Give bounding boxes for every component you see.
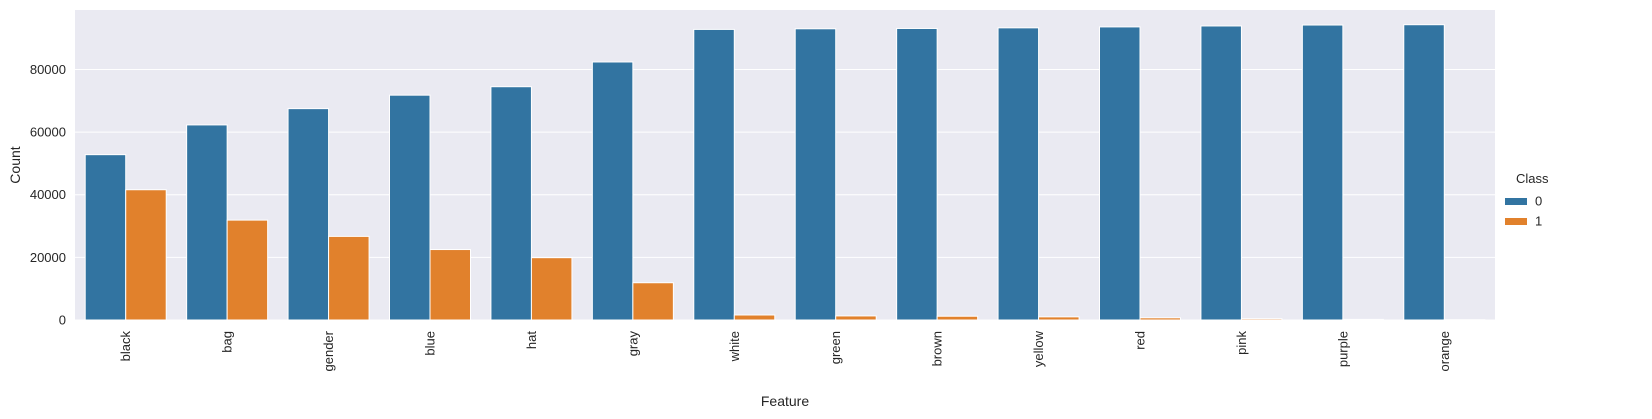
x-tick-label: hat xyxy=(524,331,539,349)
bar-class-1-pink xyxy=(1240,318,1283,321)
x-tick-label: bag xyxy=(220,331,235,353)
bar-class-1-yellow xyxy=(1038,316,1080,321)
bar-class-0-blue xyxy=(389,94,431,321)
bars xyxy=(84,24,1486,321)
legend-title: Class xyxy=(1516,171,1549,186)
y-tick-label: 20000 xyxy=(30,250,66,265)
x-tick-label: gray xyxy=(625,331,640,357)
bar-class-0-green xyxy=(794,28,837,321)
x-tick-label: pink xyxy=(1234,331,1249,355)
y-tick-label: 60000 xyxy=(30,125,66,140)
bar-class-0-pink xyxy=(1200,25,1242,321)
bar-class-1-hat xyxy=(530,257,573,321)
x-tick-label: blue xyxy=(423,331,438,356)
legend: Class 0 1 xyxy=(1505,171,1549,229)
bar-class-1-white xyxy=(733,314,776,321)
bar-class-0-bag xyxy=(186,124,228,321)
bar-class-1-brown xyxy=(936,315,979,321)
y-axis-ticks: 0 20000 40000 60000 80000 xyxy=(30,62,66,328)
x-tick-label: green xyxy=(828,331,843,364)
bar-class-1-gray xyxy=(632,282,674,321)
bar-class-1-gender xyxy=(328,235,370,321)
y-tick-label: 40000 xyxy=(30,187,66,202)
bar-class-0-orange xyxy=(1403,24,1445,321)
x-axis-ticks: black bag gender blue hat gray white green brown… xyxy=(118,330,1452,371)
y-tick-label: 0 xyxy=(59,313,66,328)
bar-class-0-brown xyxy=(896,27,938,321)
bar-class-0-hat xyxy=(490,86,532,321)
bar-class-1-red xyxy=(1139,317,1181,321)
x-tick-label: black xyxy=(118,331,133,362)
x-tick-label: gender xyxy=(321,330,336,371)
x-tick-label: brown xyxy=(930,331,945,366)
bar-class-1-bag xyxy=(226,219,269,321)
x-tick-label: yellow xyxy=(1031,330,1046,367)
bar-class-1-green xyxy=(835,315,877,321)
bar-class-0-white xyxy=(693,28,735,321)
bar-class-1-blue xyxy=(429,249,471,321)
x-tick-label: purple xyxy=(1335,331,1350,367)
bar-class-0-gray xyxy=(591,61,634,321)
bar-class-0-yellow xyxy=(997,27,1040,321)
bar-class-1-black xyxy=(125,189,167,321)
x-tick-label: white xyxy=(727,331,742,362)
x-axis-label: Feature xyxy=(761,393,809,409)
legend-swatch-1 xyxy=(1505,218,1527,225)
y-tick-label: 80000 xyxy=(30,62,66,77)
bar-class-0-black xyxy=(84,154,127,321)
bar-class-0-purple xyxy=(1301,24,1344,321)
bar-class-0-gender xyxy=(287,108,330,321)
bar-class-1-purple xyxy=(1342,318,1384,321)
bar-class-0-red xyxy=(1099,26,1141,321)
legend-label-0: 0 xyxy=(1535,194,1542,209)
y-axis-label: Count xyxy=(7,146,23,183)
x-tick-label: red xyxy=(1133,331,1148,350)
legend-label-1: 1 xyxy=(1535,214,1542,229)
legend-swatch-0 xyxy=(1505,198,1527,205)
x-tick-label: orange xyxy=(1437,331,1452,371)
